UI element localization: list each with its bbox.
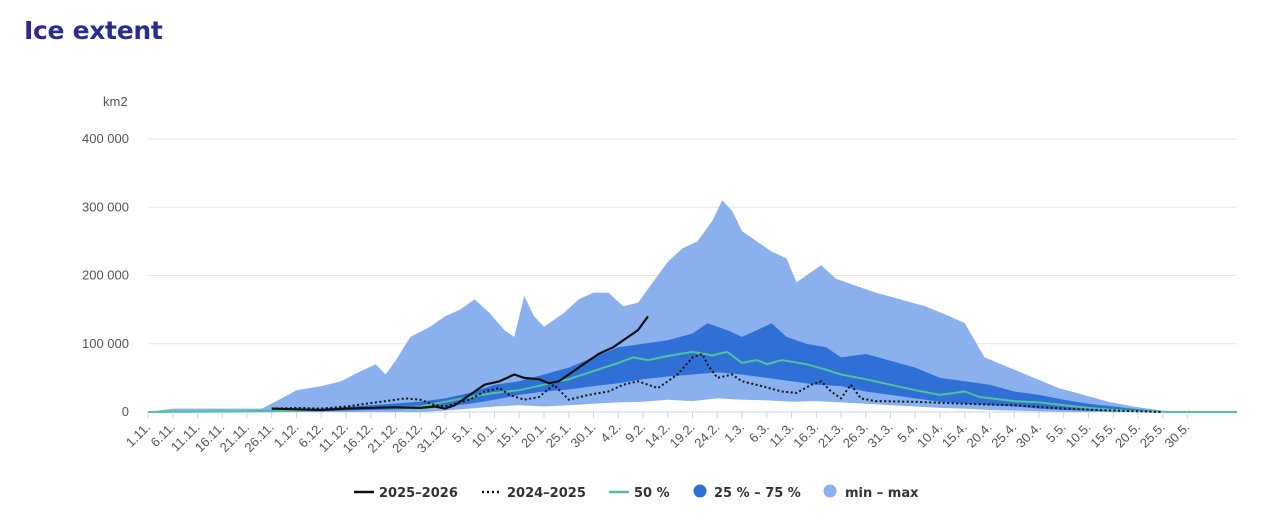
x-tick-label: 1.12. [271,420,302,451]
x-tick-label: 20.5. [1112,420,1143,451]
season-2025-2026-line [271,315,649,412]
band-areas [148,200,1237,412]
legend-label-2025-2026: 2025–2026 [379,486,458,501]
x-tick-label: 21.3. [815,420,846,451]
page-title: Ice extent [24,16,163,45]
x-tick-label: 30.1. [568,420,599,451]
min-max-band [148,200,1237,412]
legend-item-2024-2025[interactable]: 2024–2025 [482,486,586,501]
legend-label-2024-2025: 2024–2025 [507,486,586,501]
x-tick-label: 25.1. [543,420,574,451]
x-tick-label: 10.5. [1063,420,1094,451]
x-tick-label: 30.5. [1162,420,1193,451]
legend-dark-blue-dot-icon [693,484,707,498]
iqr-band [148,323,1237,412]
legend-label-iqr: 25 % – 75 % [714,486,801,501]
y-tick-label: 400 000 [82,131,129,146]
legend-item-2025-2026[interactable]: 2025–2026 [354,486,458,501]
x-tick-label: 1.11. [123,420,153,450]
x-tick-label: 25.5. [1137,420,1168,451]
legend-label-range: min – max [845,486,919,501]
y-tick-label: 200 000 [82,268,129,283]
x-tick-label: 15.5. [1087,420,1118,451]
y-tick-label: 300 000 [82,199,129,214]
x-tick-label: 24.2. [691,420,722,451]
legend-label-median: 50 % [634,486,670,501]
x-tick-label: 26.3. [840,420,871,451]
x-tick-label: 11.3. [766,420,796,450]
y-tick-label: 0 [122,404,129,419]
legend-item-range[interactable]: min – max [823,484,920,502]
x-tick-label: 1.3. [721,420,747,446]
median-line [147,350,1237,413]
x-tick-label: 20.4. [964,420,995,451]
x-tick-label: 10.4. [914,420,945,451]
legend-light-blue-dot-icon [823,484,837,498]
x-tick-label: 14.2. [642,420,673,451]
x-tick-label: 30.4. [1013,420,1044,451]
x-tick-label: 16.3. [790,420,821,451]
x-tick-label: 25.4. [988,420,1019,451]
x-tick-label: 15.4. [939,420,970,451]
x-tick-label: 20.1. [518,420,549,451]
legend-item-median[interactable]: 50 % [609,486,670,501]
legend-item-iqr[interactable]: 25 % – 75 % [693,484,801,502]
x-tick-label: 15.1. [493,420,524,451]
series-lines [147,315,1237,413]
y-axis-unit-label: km2 [103,94,128,109]
y-tick-label: 100 000 [82,336,129,351]
x-tick-label: 31.3. [865,420,896,451]
x-tick-label: 4.2. [597,420,623,446]
x-tick-label: 19.2. [667,420,698,451]
legend: 2025–2026 2024–2025 50 % 25 % – 75 % min… [354,484,920,502]
x-tick-label: 10.1. [469,420,500,451]
